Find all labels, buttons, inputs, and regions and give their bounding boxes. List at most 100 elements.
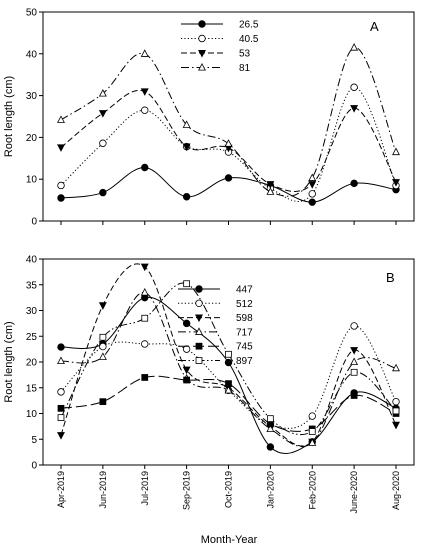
data-point-81 xyxy=(182,120,191,128)
legend-marker xyxy=(195,314,203,323)
data-point-53 xyxy=(182,143,191,152)
y-tick-label: 0 xyxy=(31,217,37,228)
data-point-598 xyxy=(350,347,359,355)
legend: 447 512 598 717 745 897 xyxy=(178,285,253,367)
data-point-26.5 xyxy=(182,193,191,201)
y-axis-label: Root length (cm) xyxy=(3,76,15,157)
x-tick-label: Oct-2019 xyxy=(224,471,234,508)
data-point-897 xyxy=(267,415,274,423)
y-tick-label: 20 xyxy=(26,133,38,144)
y-tick-label: 40 xyxy=(26,255,38,266)
data-point-40.5 xyxy=(57,181,65,190)
data-point-81 xyxy=(392,147,400,156)
data-point-53 xyxy=(266,181,275,189)
legend-marker xyxy=(198,49,206,58)
panel-letter: A xyxy=(370,19,379,34)
legend: 26.5 40.5 53 81 xyxy=(181,20,259,74)
data-point-26.5 xyxy=(224,174,233,182)
data-point-745 xyxy=(99,398,107,406)
x-tick-label: Jun-2019 xyxy=(98,471,108,509)
legend-label: 512 xyxy=(236,299,253,310)
data-point-53 xyxy=(140,88,149,96)
y-tick-label: 30 xyxy=(26,91,38,102)
legend-marker xyxy=(195,285,203,293)
data-point-53 xyxy=(308,181,317,189)
data-point-745 xyxy=(57,404,65,412)
y-tick-label: 25 xyxy=(26,332,38,343)
data-point-512 xyxy=(57,388,65,396)
x-tick-label: Jan-2020 xyxy=(265,471,275,509)
legend-marker xyxy=(195,342,203,350)
data-point-598 xyxy=(98,302,107,310)
data-point-53 xyxy=(392,179,400,187)
data-point-447 xyxy=(182,319,191,328)
data-point-717 xyxy=(140,287,149,296)
series-line-81 xyxy=(60,47,397,197)
series-line-53 xyxy=(60,89,397,192)
data-point-81 xyxy=(350,43,359,51)
legend-marker xyxy=(198,63,206,71)
data-point-26.5 xyxy=(57,194,65,202)
data-point-53 xyxy=(57,144,65,152)
legend-label: 53 xyxy=(239,49,251,60)
data-point-717 xyxy=(392,363,400,372)
data-point-897 xyxy=(183,280,190,288)
panel-a-chart: 0 10 20 30 40 50 Root length (cm) A 26.5 40.5 53 81 xyxy=(3,8,415,228)
data-point-897 xyxy=(141,314,149,322)
data-point-512 xyxy=(308,412,316,420)
data-point-53 xyxy=(350,105,359,113)
data-point-598 xyxy=(57,432,65,440)
x-tick-label: Jul-2019 xyxy=(140,471,150,506)
y-axis-label: Root length (cm) xyxy=(3,321,15,402)
data-point-26.5 xyxy=(99,188,107,197)
data-point-897 xyxy=(57,414,65,421)
data-point-745 xyxy=(141,374,149,381)
data-point-512 xyxy=(99,342,107,351)
x-tick-label: Sep-2019 xyxy=(182,471,192,510)
legend-marker xyxy=(195,327,203,335)
y-tick-label: 30 xyxy=(26,306,38,317)
data-point-81 xyxy=(224,139,233,147)
y-tick-label: 10 xyxy=(26,409,38,420)
legend-marker xyxy=(198,34,206,43)
data-point-745 xyxy=(350,392,358,399)
data-point-745 xyxy=(225,380,232,388)
data-point-598 xyxy=(182,366,191,375)
legend-label: 598 xyxy=(236,313,253,324)
series-line-717 xyxy=(60,291,397,448)
data-point-81 xyxy=(266,187,275,195)
legend-marker xyxy=(195,357,203,364)
y-tick-label: 35 xyxy=(26,280,38,291)
data-point-40.5 xyxy=(99,139,107,147)
series-line-26.5 xyxy=(60,166,397,203)
legend-label: 40.5 xyxy=(239,34,259,45)
data-point-53 xyxy=(98,110,107,118)
legend-label: 447 xyxy=(236,285,253,296)
x-axis-label: Month-Year xyxy=(201,534,258,546)
data-point-717 xyxy=(350,357,359,366)
data-point-897 xyxy=(308,428,316,435)
x-tick-label: Aug-2020 xyxy=(391,471,401,510)
data-point-26.5 xyxy=(350,179,358,188)
data-point-81 xyxy=(308,173,317,181)
series-line-40.5 xyxy=(60,86,397,202)
data-point-717 xyxy=(224,385,233,394)
data-point-598 xyxy=(140,263,149,272)
y-tick-label: 0 xyxy=(31,461,37,472)
data-point-447 xyxy=(57,343,65,351)
legend-label: 26.5 xyxy=(239,20,259,31)
month-axis: Apr-2019 Jun-2019 Jul-2019 Sep-2019 Oct-2019… xyxy=(56,471,401,514)
data-point-40.5 xyxy=(308,190,316,198)
panel-b-chart: 0 5 10 15 20 25 30 35 40 Root length (cm) B 447 512 5… xyxy=(3,255,415,472)
data-point-897 xyxy=(392,407,400,415)
series-line-512 xyxy=(60,325,397,429)
legend-label: 717 xyxy=(236,327,253,338)
data-point-81 xyxy=(57,115,65,123)
legend-label: 897 xyxy=(236,356,253,367)
data-point-897 xyxy=(225,350,232,358)
data-point-512 xyxy=(350,322,358,330)
legend-label: 745 xyxy=(236,342,253,353)
data-point-40.5 xyxy=(350,83,358,91)
data-point-512 xyxy=(141,340,149,348)
